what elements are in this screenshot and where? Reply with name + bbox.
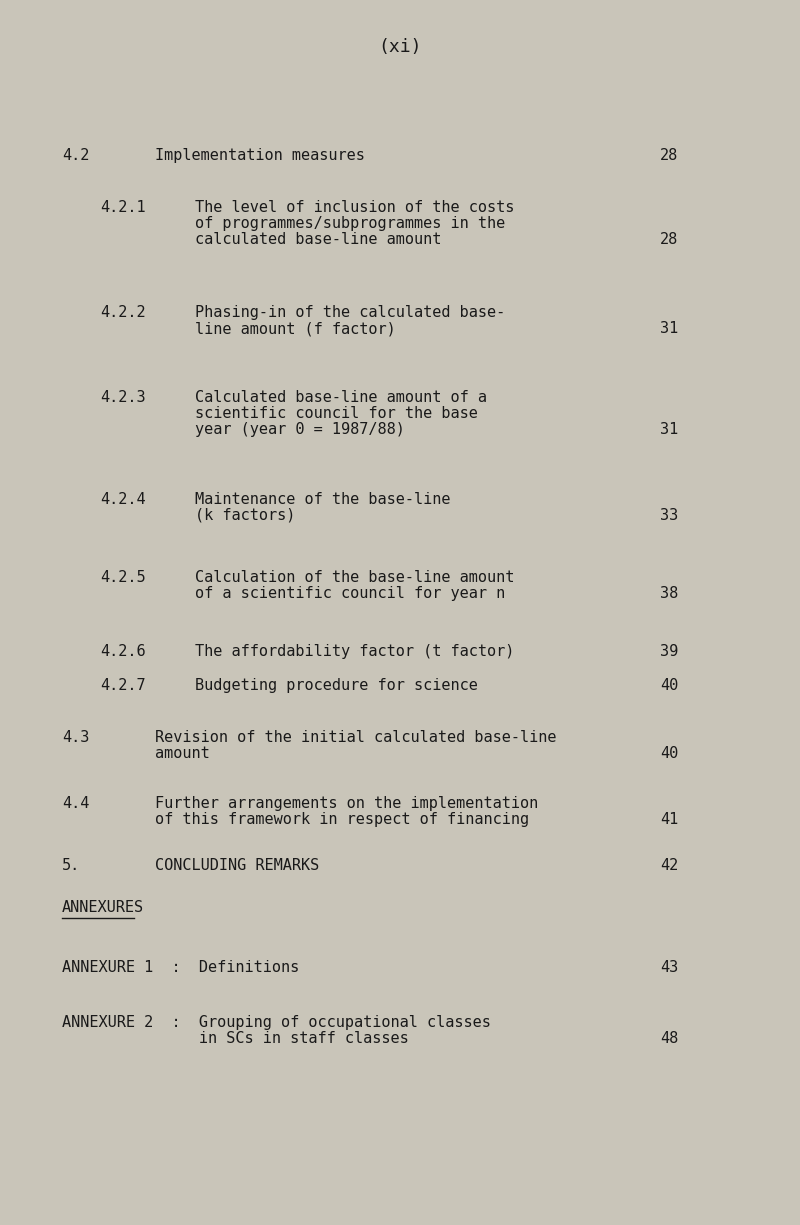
Text: 31: 31 <box>660 321 678 336</box>
Text: 4.2.5: 4.2.5 <box>100 570 146 586</box>
Text: The level of inclusion of the costs: The level of inclusion of the costs <box>195 200 514 216</box>
Text: 4.2.4: 4.2.4 <box>100 492 146 507</box>
Text: 43: 43 <box>660 960 678 975</box>
Text: in SCs in staff classes: in SCs in staff classes <box>62 1031 409 1046</box>
Text: 28: 28 <box>660 148 678 163</box>
Text: Calculated base-line amount of a: Calculated base-line amount of a <box>195 390 487 405</box>
Text: 42: 42 <box>660 858 678 873</box>
Text: Further arrangements on the implementation: Further arrangements on the implementati… <box>155 796 538 811</box>
Text: 40: 40 <box>660 677 678 693</box>
Text: 40: 40 <box>660 746 678 761</box>
Text: 4.3: 4.3 <box>62 730 90 745</box>
Text: 48: 48 <box>660 1031 678 1046</box>
Text: 38: 38 <box>660 586 678 601</box>
Text: of a scientific council for year n: of a scientific council for year n <box>195 586 506 601</box>
Text: of this framework in respect of financing: of this framework in respect of financin… <box>155 812 529 827</box>
Text: The affordability factor (t factor): The affordability factor (t factor) <box>195 644 514 659</box>
Text: 4.4: 4.4 <box>62 796 90 811</box>
Text: 28: 28 <box>660 232 678 247</box>
Text: 4.2.1: 4.2.1 <box>100 200 146 216</box>
Text: 4.2.3: 4.2.3 <box>100 390 146 405</box>
Text: 31: 31 <box>660 421 678 437</box>
Text: 5.: 5. <box>62 858 80 873</box>
Text: year (year 0 = 1987/88): year (year 0 = 1987/88) <box>195 421 405 437</box>
Text: Calculation of the base-line amount: Calculation of the base-line amount <box>195 570 514 586</box>
Text: ANNEXURES: ANNEXURES <box>62 900 144 915</box>
Text: (k factors): (k factors) <box>195 508 295 523</box>
Text: 41: 41 <box>660 812 678 827</box>
Text: amount: amount <box>155 746 210 761</box>
Text: ANNEXURE 2  :  Grouping of occupational classes: ANNEXURE 2 : Grouping of occupational cl… <box>62 1016 491 1030</box>
Text: 4.2.7: 4.2.7 <box>100 677 146 693</box>
Text: ANNEXURE 1  :  Definitions: ANNEXURE 1 : Definitions <box>62 960 299 975</box>
Text: Phasing-in of the calculated base-: Phasing-in of the calculated base- <box>195 305 506 320</box>
Text: calculated base-line amount: calculated base-line amount <box>195 232 442 247</box>
Text: (xi): (xi) <box>378 38 422 56</box>
Text: 33: 33 <box>660 508 678 523</box>
Text: scientific council for the base: scientific council for the base <box>195 405 478 421</box>
Text: Maintenance of the base-line: Maintenance of the base-line <box>195 492 450 507</box>
Text: line amount (f factor): line amount (f factor) <box>195 321 396 336</box>
Text: 4.2.6: 4.2.6 <box>100 644 146 659</box>
Text: 4.2: 4.2 <box>62 148 90 163</box>
Text: CONCLUDING REMARKS: CONCLUDING REMARKS <box>155 858 319 873</box>
Text: 4.2.2: 4.2.2 <box>100 305 146 320</box>
Text: 39: 39 <box>660 644 678 659</box>
Text: Revision of the initial calculated base-line: Revision of the initial calculated base-… <box>155 730 557 745</box>
Text: Budgeting procedure for science: Budgeting procedure for science <box>195 677 478 693</box>
Text: of programmes/subprogrammes in the: of programmes/subprogrammes in the <box>195 216 506 232</box>
Text: Implementation measures: Implementation measures <box>155 148 365 163</box>
